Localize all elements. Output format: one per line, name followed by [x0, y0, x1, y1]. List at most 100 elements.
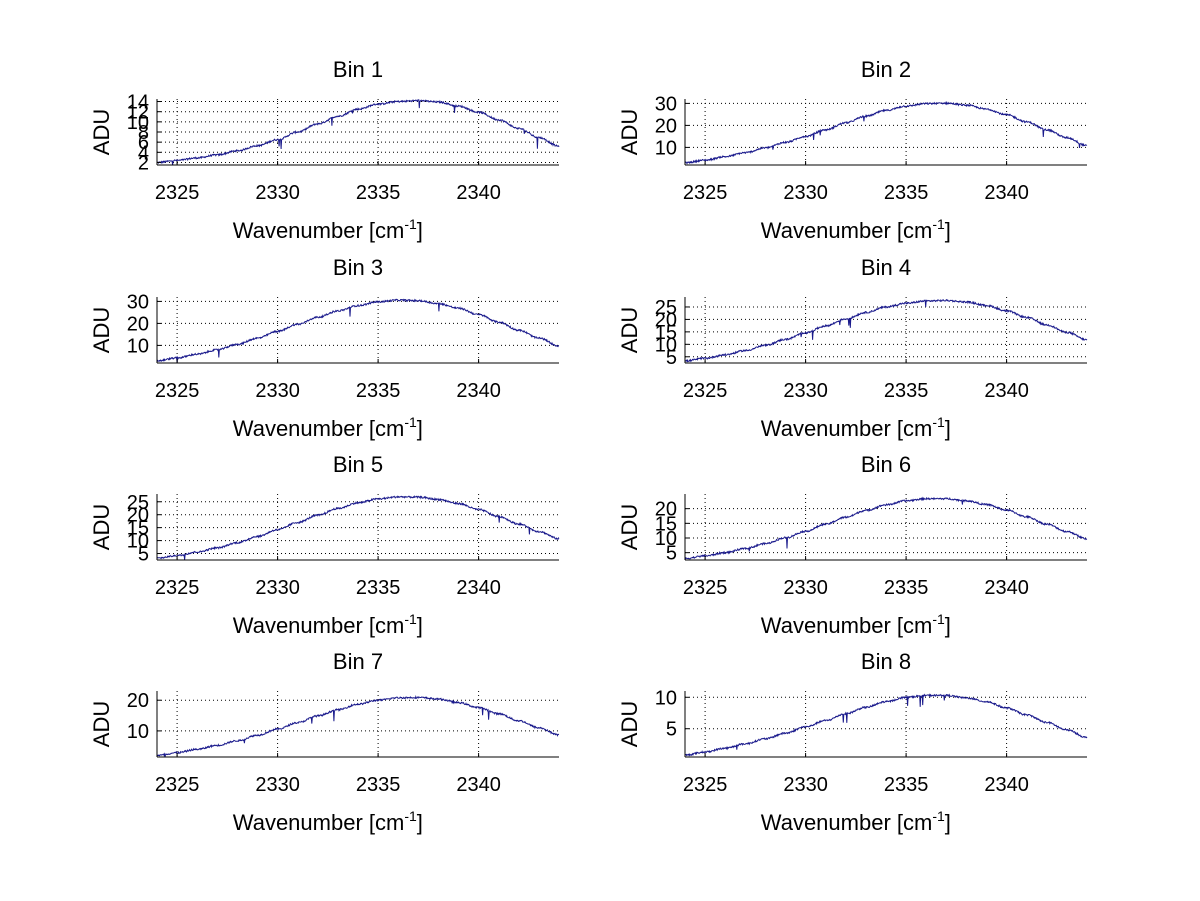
y-tick-label: 5 [666, 347, 677, 369]
series-line [156, 495, 560, 561]
subplot-title: Bin 3 [333, 255, 383, 280]
y-tick-label: 2 [138, 152, 149, 174]
y-tick-label: 30 [655, 93, 677, 115]
x-tick-label: 2335 [356, 380, 401, 402]
y-tick-label: 15 [655, 513, 677, 535]
subplot-title: Bin 1 [333, 57, 383, 82]
y-tick-label: 10 [655, 334, 677, 356]
x-tick-label: 2330 [783, 182, 828, 204]
y-tick-label: 10 [655, 687, 677, 709]
x-axis-label: Wavenumber [cm-1] [233, 216, 423, 243]
x-tick-label: 2340 [456, 774, 501, 796]
x-tick-label: 2330 [783, 577, 828, 599]
x-tick-label: 2335 [356, 577, 401, 599]
y-tick-label: 15 [127, 518, 149, 540]
x-axis-label: Wavenumber [cm-1] [233, 414, 423, 441]
x-tick-label: 2325 [155, 577, 200, 599]
x-tick-label: 2330 [783, 380, 828, 402]
x-axis-label: Wavenumber [cm-1] [233, 611, 423, 638]
y-axis-label: ADU [89, 701, 114, 747]
x-tick-label: 2340 [456, 182, 501, 204]
subplot-7: 2325 2330 2335 2340 10 20 Bin 7 Wavenumber [cm-… [89, 649, 560, 835]
series-line [685, 693, 1088, 757]
x-axis-label: Wavenumber [cm-1] [761, 414, 951, 441]
x-tick-label: 2325 [683, 577, 728, 599]
y-axis-label: ADU [617, 307, 642, 353]
y-axis-label: ADU [617, 701, 642, 747]
y-axis-label: ADU [89, 504, 114, 550]
y-tick-label: 12 [127, 102, 149, 124]
x-tick-label: 2330 [783, 774, 828, 796]
subplot-title: Bin 2 [861, 57, 911, 82]
y-tick-label: 20 [655, 115, 677, 137]
x-tick-label: 2335 [356, 182, 401, 204]
y-tick-label: 14 [127, 92, 149, 114]
x-tick-label: 2335 [884, 182, 929, 204]
y-tick-label: 20 [127, 505, 149, 527]
y-tick-label: 4 [138, 142, 149, 164]
series-line [157, 99, 560, 166]
x-tick-label: 2340 [984, 380, 1029, 402]
x-tick-label: 2325 [155, 182, 200, 204]
y-axis-label: ADU [617, 109, 642, 155]
y-tick-label: 20 [127, 313, 149, 335]
x-tick-label: 2325 [683, 380, 728, 402]
series-line [157, 298, 560, 364]
x-tick-label: 2330 [255, 182, 300, 204]
y-tick-label: 25 [655, 297, 677, 319]
subplot-title: Bin 6 [861, 452, 911, 477]
y-axis-label: ADU [617, 504, 642, 550]
y-tick-label: 5 [666, 543, 677, 565]
y-tick-label: 15 [655, 322, 677, 344]
series-line [156, 695, 560, 758]
x-tick-label: 2340 [984, 182, 1029, 204]
y-tick-label: 20 [655, 499, 677, 521]
y-tick-label: 25 [127, 492, 149, 514]
x-tick-label: 2325 [155, 774, 200, 796]
x-tick-label: 2335 [884, 774, 929, 796]
x-tick-label: 2325 [155, 380, 200, 402]
y-tick-label: 10 [127, 335, 149, 357]
y-tick-label: 6 [138, 132, 149, 154]
y-tick-label: 20 [127, 690, 149, 712]
subplot-8: 2325 2330 2335 2340 5 10 Bin 8 Wavenumber [cm-1… [617, 649, 1088, 835]
subplot-title: Bin 8 [861, 649, 911, 674]
x-tick-label: 2340 [456, 380, 501, 402]
y-tick-label: 10 [127, 721, 149, 743]
x-tick-label: 2335 [884, 380, 929, 402]
y-tick-label: 8 [138, 122, 149, 144]
x-tick-label: 2340 [456, 577, 501, 599]
x-axis-label: Wavenumber [cm-1] [233, 808, 423, 835]
x-tick-label: 2340 [984, 577, 1029, 599]
series-line [684, 298, 1088, 363]
x-tick-label: 2335 [884, 577, 929, 599]
x-tick-label: 2325 [683, 774, 728, 796]
subplot-title: Bin 4 [861, 255, 911, 280]
subplot-title: Bin 5 [333, 452, 383, 477]
x-tick-label: 2330 [255, 774, 300, 796]
y-tick-label: 10 [655, 137, 677, 159]
x-axis-label: Wavenumber [cm-1] [761, 216, 951, 243]
y-tick-label: 20 [655, 309, 677, 331]
y-axis-label: ADU [89, 307, 114, 353]
y-tick-label: 10 [127, 531, 149, 553]
y-tick-label: 5 [666, 719, 677, 741]
x-tick-label: 2330 [255, 577, 300, 599]
x-axis-label: Wavenumber [cm-1] [761, 808, 951, 835]
x-tick-label: 2335 [356, 774, 401, 796]
subplot-title: Bin 7 [333, 649, 383, 674]
y-tick-label: 10 [655, 528, 677, 550]
x-tick-label: 2340 [984, 774, 1029, 796]
series-line [684, 100, 1088, 165]
x-tick-label: 2325 [683, 182, 728, 204]
y-tick-label: 5 [138, 544, 149, 566]
series-line [684, 496, 1088, 560]
x-axis-label: Wavenumber [cm-1] [761, 611, 951, 638]
